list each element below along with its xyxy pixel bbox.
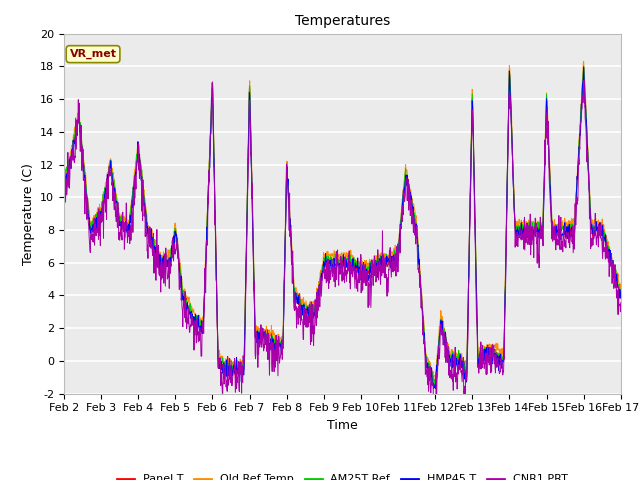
Legend: Panel T, Old Ref Temp, AM25T Ref, HMP45 T, CNR1 PRT: Panel T, Old Ref Temp, AM25T Ref, HMP45 … (113, 470, 572, 480)
Text: VR_met: VR_met (70, 49, 116, 59)
X-axis label: Time: Time (327, 419, 358, 432)
Y-axis label: Temperature (C): Temperature (C) (22, 163, 35, 264)
Title: Temperatures: Temperatures (295, 14, 390, 28)
